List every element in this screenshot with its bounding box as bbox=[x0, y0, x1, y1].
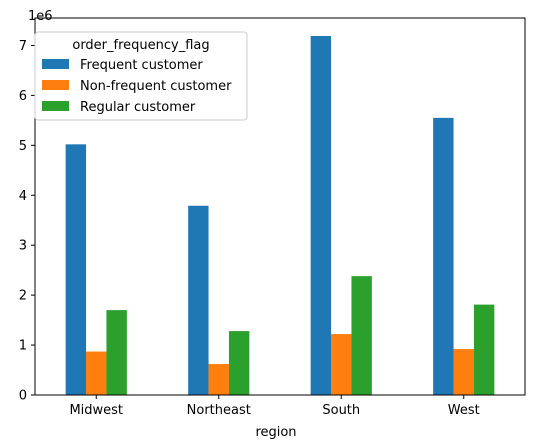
legend-swatch-frequent-customer bbox=[42, 59, 69, 69]
y-tick-label: 6 bbox=[19, 89, 27, 104]
x-tick-label: West bbox=[448, 403, 480, 418]
bars-layer bbox=[65, 35, 495, 395]
bar-northeast-frequent-customer bbox=[188, 205, 209, 395]
y-tick-label: 5 bbox=[19, 139, 27, 154]
x-axis-label: region bbox=[255, 425, 296, 440]
y-tick-label: 0 bbox=[19, 389, 27, 404]
y-tick-label: 3 bbox=[19, 239, 27, 254]
bar-south-regular-customer bbox=[351, 276, 372, 395]
bar-south-frequent-customer bbox=[310, 35, 332, 395]
bar-northeast-non-frequent-customer bbox=[208, 364, 229, 395]
y-tick-label: 1 bbox=[19, 339, 27, 354]
axes-layer: Midwest Northeast South West 0 1 2 3 4 5 6 7 bbox=[19, 17, 526, 418]
bar-midwest-non-frequent-customer bbox=[86, 351, 107, 395]
bar-midwest-frequent-customer bbox=[65, 144, 87, 395]
legend-swatch-non-frequent-customer bbox=[42, 80, 69, 90]
x-tick-label: Northeast bbox=[187, 403, 251, 418]
legend-frame bbox=[34, 31, 248, 121]
bar-west-non-frequent-customer bbox=[453, 349, 474, 395]
legend-entry-frequent-customer: Frequent customer bbox=[80, 58, 203, 73]
bar-south-non-frequent-customer bbox=[331, 334, 352, 395]
plot-frame bbox=[34, 17, 526, 396]
legend-title: order_frequency_flag bbox=[72, 38, 209, 53]
legend-entry-regular-customer: Regular customer bbox=[80, 100, 196, 115]
y-tick-label: 4 bbox=[19, 189, 27, 204]
y-tick-label: 7 bbox=[19, 39, 27, 54]
x-tick-label: South bbox=[322, 403, 360, 418]
bar-northeast-regular-customer bbox=[228, 331, 250, 395]
bar-west-frequent-customer bbox=[433, 117, 454, 395]
legend-swatch-regular-customer bbox=[42, 101, 69, 111]
bar-midwest-regular-customer bbox=[106, 310, 127, 395]
y-offset-label: 1e6 bbox=[28, 9, 53, 24]
y-tick-label: 2 bbox=[19, 289, 27, 304]
bar-west-regular-customer bbox=[473, 304, 495, 395]
legend: order_frequency_flag Frequent customer No… bbox=[34, 31, 248, 121]
x-tick-label: Midwest bbox=[69, 403, 123, 418]
legend-entry-non-frequent-customer: Non-frequent customer bbox=[80, 79, 232, 94]
